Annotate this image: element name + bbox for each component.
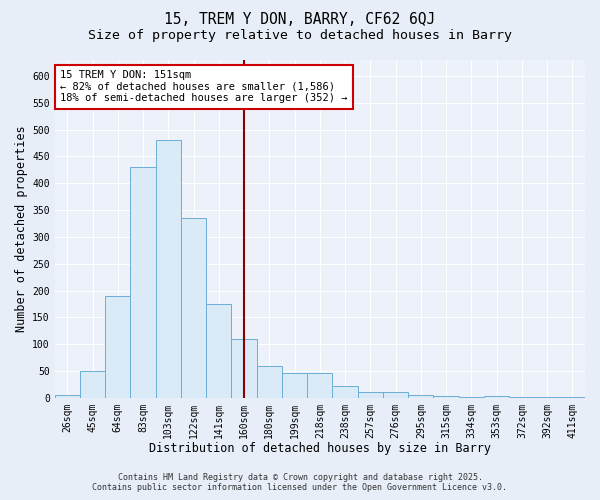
Bar	[257, 366, 282, 398]
Bar	[383, 392, 408, 398]
Bar	[80, 371, 105, 398]
Bar	[155, 140, 181, 398]
Bar	[408, 395, 433, 398]
Text: Size of property relative to detached houses in Barry: Size of property relative to detached ho…	[88, 29, 512, 42]
Bar	[55, 395, 80, 398]
Bar	[358, 392, 383, 398]
Bar	[307, 372, 332, 398]
Bar	[105, 296, 130, 398]
Bar	[535, 397, 560, 398]
Bar	[509, 396, 535, 398]
Bar	[181, 218, 206, 398]
Bar	[484, 396, 509, 398]
X-axis label: Distribution of detached houses by size in Barry: Distribution of detached houses by size …	[149, 442, 491, 455]
Bar	[433, 396, 459, 398]
Text: 15 TREM Y DON: 151sqm
← 82% of detached houses are smaller (1,586)
18% of semi-d: 15 TREM Y DON: 151sqm ← 82% of detached …	[60, 70, 347, 103]
Bar	[459, 396, 484, 398]
Bar	[282, 372, 307, 398]
Bar	[206, 304, 232, 398]
Y-axis label: Number of detached properties: Number of detached properties	[15, 126, 28, 332]
Text: 15, TREM Y DON, BARRY, CF62 6QJ: 15, TREM Y DON, BARRY, CF62 6QJ	[164, 12, 436, 28]
Bar	[560, 396, 585, 398]
Text: Contains HM Land Registry data © Crown copyright and database right 2025.
Contai: Contains HM Land Registry data © Crown c…	[92, 473, 508, 492]
Bar	[232, 339, 257, 398]
Bar	[332, 386, 358, 398]
Bar	[130, 167, 155, 398]
